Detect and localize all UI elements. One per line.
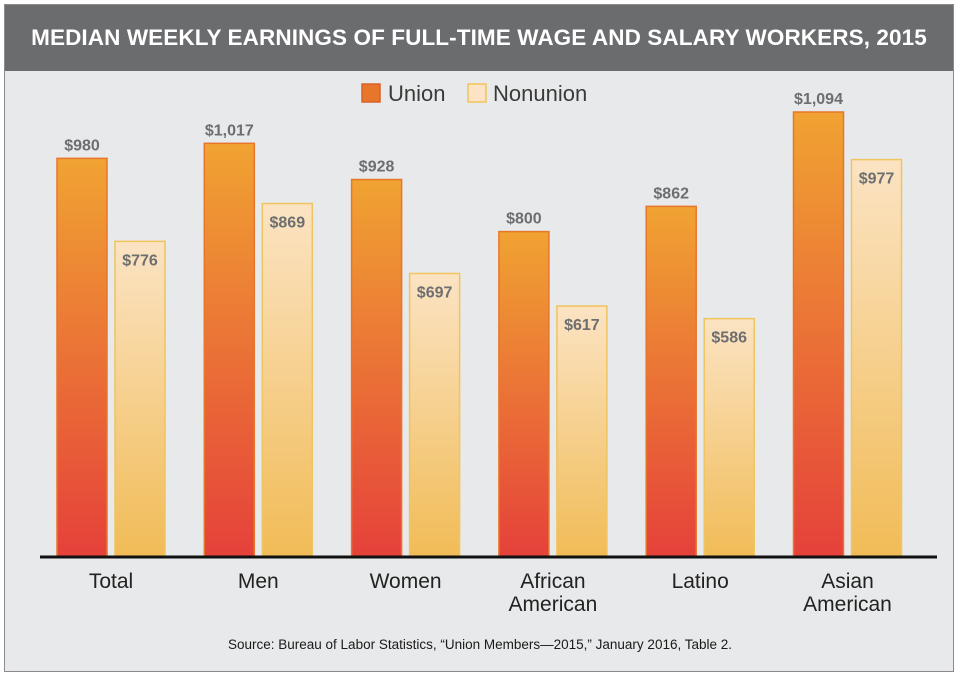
source-note: Source: Bureau of Labor Statistics, “Uni… — [227, 637, 733, 652]
category-label: Women — [370, 570, 442, 593]
bar-union — [203, 142, 256, 558]
value-label-nonunion: $697 — [417, 284, 453, 301]
category-label: American — [803, 593, 892, 616]
category-label: American — [509, 593, 598, 616]
category-label: Asian — [821, 570, 874, 593]
legend: Union Nonunion — [361, 81, 587, 106]
bar-nonunion — [261, 202, 314, 558]
legend-label-union: Union — [388, 81, 445, 106]
bar-union — [56, 157, 108, 558]
bar-nonunion — [703, 317, 755, 558]
bar-union — [350, 178, 403, 558]
value-label-nonunion: $977 — [859, 171, 895, 188]
bar-nonunion — [408, 272, 461, 558]
value-label-union: $980 — [64, 137, 100, 154]
value-label-nonunion: $869 — [270, 215, 306, 232]
bar-nonunion — [850, 158, 903, 558]
legend-swatch-union — [361, 83, 381, 103]
value-labels: $980 $776 $1,017 $869 $928 $697 $800 $617 $862 $5… — [64, 91, 894, 347]
bar-union — [792, 111, 845, 558]
value-label-union: $800 — [506, 211, 542, 228]
bar-union — [645, 205, 697, 558]
value-label-union: $862 — [653, 185, 689, 202]
value-label-nonunion: $586 — [711, 330, 747, 347]
chart-title: MEDIAN WEEKLY EARNINGS OF FULL-TIME WAGE… — [31, 25, 927, 50]
legend-label-nonunion: Nonunion — [493, 81, 587, 106]
category-label: Men — [238, 570, 279, 593]
value-label-nonunion: $776 — [122, 252, 158, 269]
bar-nonunion — [114, 240, 166, 558]
value-label-nonunion: $617 — [564, 317, 600, 334]
category-label: Total — [89, 570, 133, 593]
bars — [56, 111, 903, 558]
value-label-union: $1,017 — [205, 122, 254, 139]
category-label: African — [520, 570, 585, 593]
value-label-union: $928 — [359, 159, 395, 176]
category-label: Latino — [672, 570, 729, 593]
legend-swatch-nonunion — [467, 83, 487, 103]
bar-nonunion — [556, 305, 608, 558]
bar-union — [498, 230, 550, 558]
value-label-union: $1,094 — [794, 91, 843, 108]
title-bar: MEDIAN WEEKLY EARNINGS OF FULL-TIME WAGE… — [5, 5, 953, 71]
